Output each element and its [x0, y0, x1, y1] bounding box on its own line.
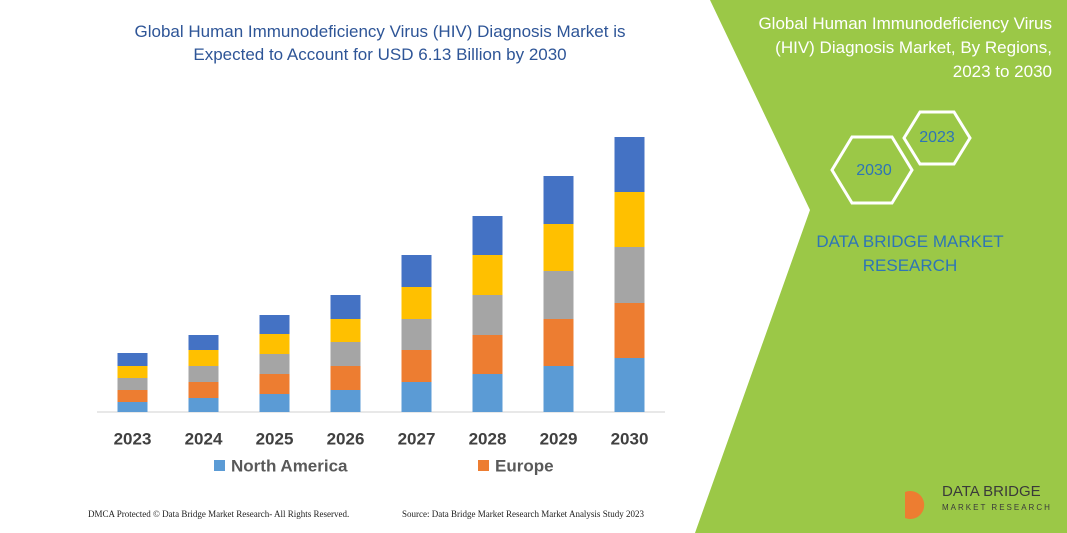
x-tick-label: 2024: [185, 429, 223, 448]
hexagon-label: 2030: [856, 162, 892, 179]
bar-segment: [117, 402, 148, 412]
x-tick-label: 2023: [114, 429, 152, 448]
bar-segment: [117, 378, 148, 390]
bar-segment: [472, 255, 503, 295]
x-tick-label: 2026: [327, 429, 365, 448]
chart-title: Global Human Immunodeficiency Virus (HIV…: [134, 22, 626, 64]
hexagon: [902, 110, 972, 166]
bar-segment: [472, 335, 503, 374]
bar-segment: [259, 315, 290, 334]
bar-segment: [259, 374, 290, 394]
legend-label: Europe: [495, 456, 554, 475]
footer-left: DMCA Protected © Data Bridge Market Rese…: [88, 509, 350, 519]
bar-segment: [614, 358, 645, 412]
bar-segment: [472, 216, 503, 255]
bar-segment: [330, 319, 361, 342]
bar-segment: [259, 394, 290, 412]
bar-segment: [330, 295, 361, 319]
bar-segment: [543, 271, 574, 319]
legend-swatch: [478, 460, 489, 471]
bar-segment: [543, 319, 574, 366]
bar-segment: [401, 287, 432, 319]
x-tick-label: 2027: [398, 429, 436, 448]
bar-segment: [614, 303, 645, 358]
bar-segment: [117, 390, 148, 402]
bar-segment: [330, 366, 361, 390]
logo-text: DATA BRIDGE: [942, 483, 1041, 500]
bar-segment: [188, 350, 219, 366]
sidebar-title: Global Human Immunodeficiency Virus (HIV…: [758, 14, 1052, 81]
bar-segment: [117, 353, 148, 366]
bar-segment: [401, 319, 432, 350]
bar-segment: [330, 342, 361, 366]
x-tick-label: 2029: [540, 429, 578, 448]
bar-segment: [259, 334, 290, 354]
bar-segment: [188, 335, 219, 350]
bar-segment: [543, 224, 574, 271]
bar-segment: [188, 382, 219, 398]
bar-segment: [472, 295, 503, 335]
bar-segment: [401, 255, 432, 287]
bar-segment: [401, 382, 432, 412]
brand: DATA BRIDGE MARKET RESEARCH: [816, 232, 1004, 275]
bar-segment: [614, 192, 645, 247]
bar-segment: [188, 398, 219, 412]
x-tick-label: 2025: [256, 429, 294, 448]
bar-segment: [472, 374, 503, 412]
bar-segment: [188, 366, 219, 382]
bar-segment: [259, 354, 290, 374]
bar-segment: [401, 350, 432, 382]
hexagon: [830, 135, 914, 205]
bar-segment: [330, 390, 361, 412]
x-tick-label: 2028: [469, 429, 507, 448]
bar-segment: [543, 176, 574, 224]
footer-right: Source: Data Bridge Market Research Mark…: [402, 509, 644, 519]
bar-segment: [614, 247, 645, 303]
logo-icon: [905, 478, 925, 519]
bar-segment: [543, 366, 574, 412]
sidebar-background: [695, 0, 1067, 533]
bar-segment: [614, 137, 645, 192]
bar-segment: [117, 366, 148, 378]
legend-swatch: [214, 460, 225, 471]
legend-label: North America: [231, 456, 348, 475]
hexagon-label: 2023: [919, 129, 955, 146]
x-tick-label: 2030: [611, 429, 649, 448]
logo-subtext: MARKET RESEARCH: [942, 503, 1052, 512]
